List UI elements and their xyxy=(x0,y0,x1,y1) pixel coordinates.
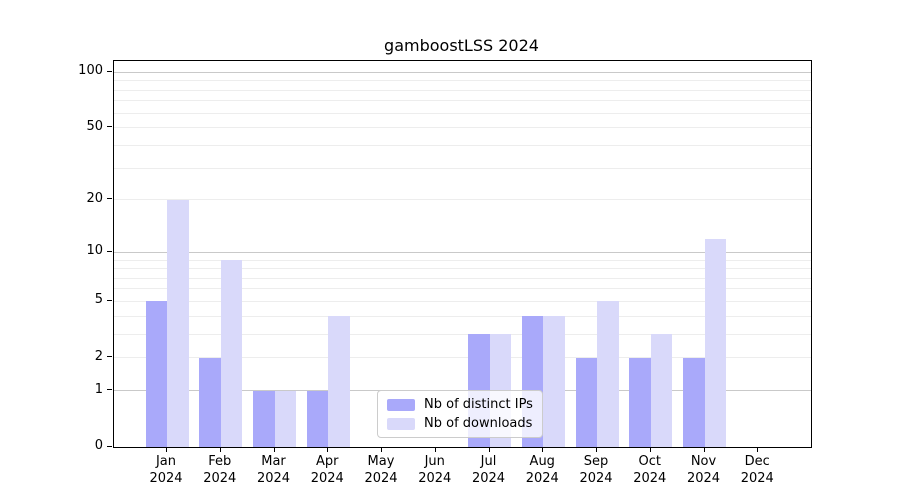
gridline-minor-70 xyxy=(114,100,811,102)
legend: Nb of distinct IPs Nb of downloads xyxy=(377,390,543,438)
gridline-minor-50 xyxy=(114,127,811,129)
gridline-minor-9 xyxy=(114,259,811,261)
bar-nb-of-downloads-oct-2024 xyxy=(650,334,673,447)
legend-label-downloads: Nb of downloads xyxy=(424,416,533,431)
bar-nb-of-distinct-ips-apr-2024 xyxy=(306,390,329,447)
x-tick-may-2024 xyxy=(381,447,382,452)
y-tick-label-2: 2 xyxy=(94,348,103,364)
legend-item-downloads: Nb of downloads xyxy=(387,415,534,432)
gridline-minor-3 xyxy=(114,333,811,335)
bar-nb-of-downloads-nov-2024 xyxy=(704,238,726,447)
gridline-minor-7 xyxy=(114,277,811,279)
y-tick-0 xyxy=(107,445,112,447)
y-tick-label-10: 10 xyxy=(86,243,103,259)
x-tick-label-mar-2024: Mar 2024 xyxy=(256,454,291,486)
y-tick-label-0: 0 xyxy=(94,438,103,453)
bar-nb-of-downloads-mar-2024 xyxy=(274,390,296,447)
gridline-minor-60 xyxy=(114,112,811,114)
x-tick-mar-2024 xyxy=(273,447,275,452)
legend-label-distinct-ips: Nb of distinct IPs xyxy=(424,397,533,412)
x-tick-jan-2024 xyxy=(166,447,167,452)
legend-swatch-distinct-ips xyxy=(387,398,415,411)
x-tick-label-jul-2024: Jul 2024 xyxy=(471,454,506,486)
bar-nb-of-distinct-ips-feb-2024 xyxy=(199,357,221,447)
y-tick-100 xyxy=(107,70,112,72)
gridline-minor-8 xyxy=(114,268,811,270)
gridline-minor-90 xyxy=(114,80,811,82)
y-tick-50 xyxy=(107,126,112,128)
gridline-minor-40 xyxy=(114,144,811,146)
plot-area xyxy=(113,60,812,448)
x-tick-jul-2024 xyxy=(488,447,490,452)
bar-nb-of-distinct-ips-jan-2024 xyxy=(145,301,167,447)
x-tick-label-feb-2024: Feb 2024 xyxy=(203,454,237,486)
legend-item-distinct-ips: Nb of distinct IPs xyxy=(387,396,534,413)
legend-swatch-downloads xyxy=(387,417,415,430)
chart-title: gamboostLSS 2024 xyxy=(384,36,539,55)
bar-nb-of-downloads-sep-2024 xyxy=(597,301,619,447)
x-tick-apr-2024 xyxy=(327,447,329,452)
y-tick-label-5: 5 xyxy=(94,292,103,308)
gridline-minor-20 xyxy=(114,199,811,201)
gridline-minor-5 xyxy=(114,300,811,302)
bar-nb-of-distinct-ips-mar-2024 xyxy=(253,390,275,447)
y-tick-2 xyxy=(107,356,112,358)
x-tick-oct-2024 xyxy=(649,447,651,452)
x-tick-jun-2024 xyxy=(434,447,436,452)
x-tick-feb-2024 xyxy=(219,447,221,452)
bar-nb-of-downloads-aug-2024 xyxy=(543,316,565,447)
gridline-major-10 xyxy=(114,251,811,253)
bar-nb-of-distinct-ips-sep-2024 xyxy=(575,357,597,447)
y-tick-label-20: 20 xyxy=(86,190,103,206)
bar-nb-of-distinct-ips-nov-2024 xyxy=(683,357,705,447)
y-tick-10 xyxy=(107,250,112,252)
x-tick-nov-2024 xyxy=(703,447,705,452)
y-tick-5 xyxy=(107,299,112,301)
y-tick-label-1: 1 xyxy=(94,381,103,397)
y-tick-1 xyxy=(107,389,112,391)
x-tick-label-oct-2024: Oct 2024 xyxy=(633,454,667,486)
gridline-minor-80 xyxy=(114,89,811,91)
x-tick-label-aug-2024: Aug 2024 xyxy=(525,454,559,486)
bar-nb-of-downloads-jan-2024 xyxy=(167,199,189,447)
gridline-minor-4 xyxy=(114,315,811,317)
y-tick-label-50: 50 xyxy=(86,118,103,134)
y-tick-20 xyxy=(107,198,112,200)
gridline-minor-30 xyxy=(114,167,811,169)
x-tick-aug-2024 xyxy=(542,447,544,452)
x-tick-label-jan-2024: Jan 2024 xyxy=(149,454,183,486)
gridline-major-100 xyxy=(114,71,811,73)
bar-nb-of-downloads-apr-2024 xyxy=(328,316,350,447)
gridline-minor-6 xyxy=(114,288,811,290)
gridline-minor-2 xyxy=(114,357,811,359)
y-tick-label-100: 100 xyxy=(78,63,103,79)
bar-nb-of-downloads-feb-2024 xyxy=(220,260,243,447)
x-tick-label-apr-2024: Apr 2024 xyxy=(310,454,344,486)
x-tick-sep-2024 xyxy=(596,447,597,452)
x-tick-label-sep-2024: Sep 2024 xyxy=(579,454,613,486)
x-tick-label-may-2024: May 2024 xyxy=(364,454,398,486)
x-tick-dec-2024 xyxy=(757,447,759,452)
x-tick-label-dec-2024: Dec 2024 xyxy=(740,454,774,486)
x-tick-label-nov-2024: Nov 2024 xyxy=(686,454,721,486)
bar-nb-of-distinct-ips-oct-2024 xyxy=(629,357,651,447)
x-tick-label-jun-2024: Jun 2024 xyxy=(418,454,452,486)
